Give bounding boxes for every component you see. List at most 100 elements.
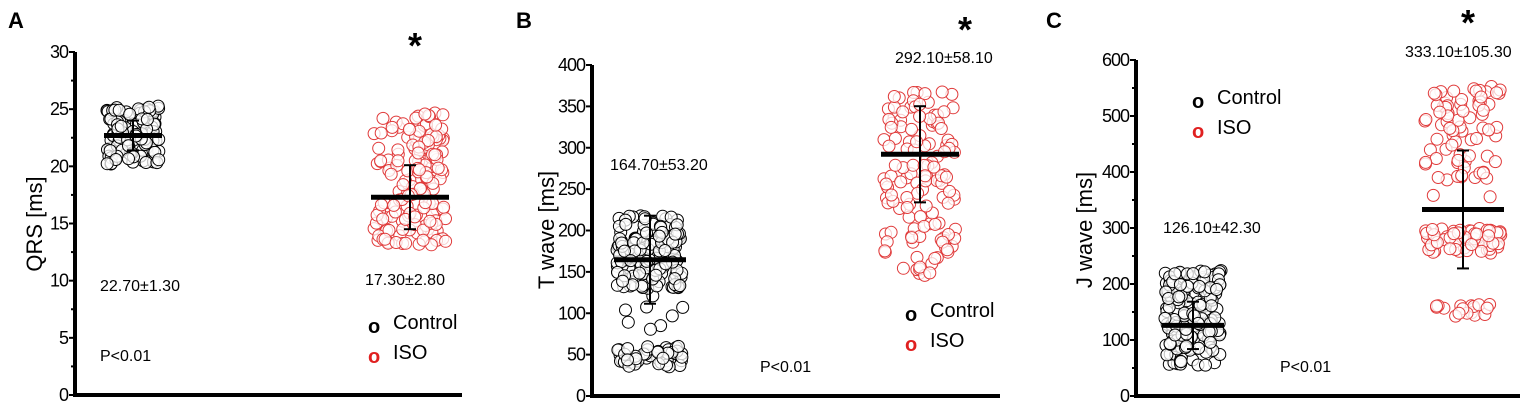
y-tick-label: 5 (59, 328, 69, 348)
series-control-points (100, 99, 166, 171)
data-point (376, 111, 390, 125)
data-point (1451, 153, 1465, 167)
data-point (905, 231, 919, 245)
data-point (436, 108, 450, 122)
panel-label: B (516, 8, 532, 33)
data-point (384, 167, 398, 181)
data-point (896, 261, 910, 275)
data-point (665, 309, 679, 323)
data-point (913, 260, 927, 274)
series-iso-points (1418, 80, 1508, 323)
p-value-label: P<0.01 (1280, 359, 1331, 376)
data-point (1445, 138, 1459, 152)
data-point (1208, 311, 1222, 325)
legend-label: Control (1217, 87, 1281, 109)
y-tick-label: 300 (1102, 218, 1130, 238)
data-point (429, 118, 443, 132)
panel-a: 22.70±1.30 17.30±2.80 0 5 10 15 20 25 30 QRS [ms]… (8, 8, 462, 405)
data-point (416, 233, 430, 247)
data-point (123, 107, 137, 121)
data-point (1452, 306, 1466, 320)
summary-label-control: 22.70±1.30 (100, 278, 180, 295)
legend: o Control o ISO (1192, 87, 1281, 143)
data-point (1443, 121, 1457, 135)
data-point (1488, 155, 1502, 169)
data-point (888, 158, 902, 172)
data-point (906, 158, 920, 172)
data-point (1192, 279, 1206, 293)
data-point (374, 154, 388, 168)
y-tick-label: 300 (558, 138, 586, 158)
significance-star: * (958, 9, 972, 50)
legend-marker: o (1192, 91, 1204, 113)
p-value-label: P<0.01 (100, 348, 151, 365)
data-point (1173, 278, 1187, 292)
data-point (1462, 149, 1476, 163)
data-point (884, 188, 898, 202)
data-point (633, 266, 646, 280)
data-point (905, 122, 918, 136)
data-point (140, 113, 154, 126)
data-point (884, 120, 898, 134)
data-point (1482, 123, 1496, 137)
legend-label: ISO (1217, 117, 1251, 139)
data-point (1199, 358, 1212, 372)
summary-label-iso: 333.10±105.30 (1405, 44, 1512, 61)
panel-b: 164.70±53.20 292.10±58.10 0 50 100 150 200 250 3… (516, 8, 1000, 405)
y-tick-label: 400 (1102, 162, 1130, 182)
data-point (391, 143, 405, 157)
data-point (618, 244, 631, 258)
data-point (900, 201, 914, 214)
y-tick-label: 150 (558, 262, 586, 282)
data-point (1429, 152, 1443, 165)
y-axis-label: J wave [ms] (1072, 172, 1097, 288)
data-point (1430, 299, 1443, 313)
data-point (1179, 339, 1193, 353)
data-point (619, 303, 632, 317)
y-axis-label: T wave [ms] (534, 171, 559, 289)
data-point (1476, 166, 1490, 180)
legend-label: ISO (930, 330, 964, 352)
data-point (1474, 90, 1488, 104)
data-point (1456, 104, 1470, 118)
y-tick-label: 0 (576, 386, 586, 405)
data-point (391, 154, 405, 168)
data-point (878, 244, 892, 258)
series-iso-points (367, 106, 453, 252)
data-point (122, 139, 135, 153)
data-point (1482, 229, 1495, 243)
data-point (1433, 105, 1447, 119)
data-point (928, 217, 942, 231)
data-point (934, 122, 948, 135)
data-point (928, 251, 942, 265)
data-point (896, 105, 910, 119)
panel-label: C (1046, 8, 1062, 33)
y-tick-label: 400 (558, 55, 586, 75)
data-point (671, 339, 685, 353)
data-point (142, 100, 156, 114)
summary-label-iso: 292.10±58.10 (895, 50, 993, 67)
data-point (668, 227, 682, 241)
legend-marker: o (905, 334, 917, 356)
data-point (1455, 169, 1469, 182)
data-point (887, 90, 901, 103)
y-tick-label: 25 (50, 99, 69, 119)
data-point (941, 196, 955, 210)
data-point (1198, 265, 1212, 279)
data-point (396, 178, 410, 192)
y-tick-label: 0 (1120, 386, 1130, 405)
data-point (1470, 132, 1483, 145)
data-point (378, 232, 392, 246)
data-point (1447, 227, 1461, 241)
data-point (1447, 84, 1461, 98)
data-point (1204, 299, 1218, 313)
data-point (1419, 155, 1433, 169)
data-point (937, 105, 951, 119)
data-point (1443, 242, 1457, 256)
data-point (649, 268, 663, 282)
significance-star: * (408, 25, 422, 66)
y-tick-label: 30 (50, 42, 69, 62)
data-point (423, 214, 437, 228)
panel-label: A (8, 8, 24, 33)
series-iso-points (877, 85, 962, 282)
